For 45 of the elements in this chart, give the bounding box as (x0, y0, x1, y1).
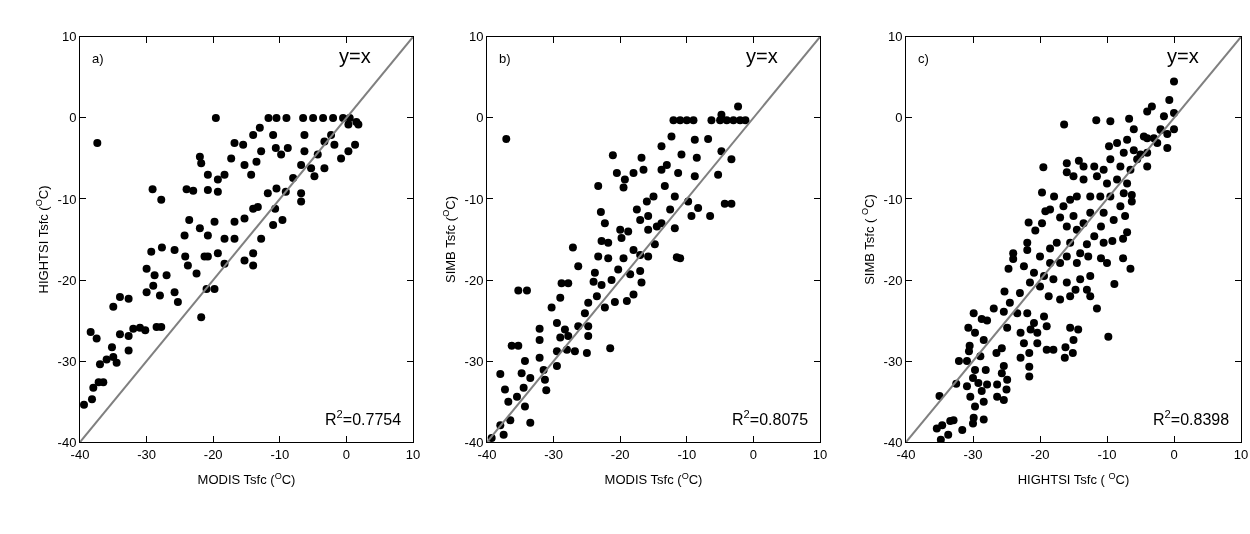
y-tick-label: -20 (464, 272, 484, 288)
x-axis-title: MODIS Tsfc ($^{O}$C) (197, 470, 296, 488)
annotation: b) (499, 51, 511, 66)
y-tick-label: -10 (883, 191, 903, 207)
x-tick-label: 10 (405, 446, 421, 462)
x-tick-label: 0 (1170, 446, 1178, 462)
x-tick-label: 10 (1233, 446, 1249, 462)
y-tick-label: -20 (57, 272, 77, 288)
annotation: c) (918, 51, 929, 66)
x-tick-label: -20 (610, 446, 630, 462)
annotation: y=x (1167, 45, 1199, 67)
x-tick-label: 0 (342, 446, 351, 462)
y-tick-label: 10 (468, 29, 484, 45)
annotation: y=x (339, 45, 371, 67)
x-tick-label: -30 (137, 446, 156, 462)
y-tick-label: 0 (476, 110, 484, 126)
annotation: R$^{2}$=0.8075 (732, 408, 809, 428)
x-axis-title: MODIS Tsfc ($^{O}$C) (604, 470, 703, 488)
y-tick-label: -20 (883, 272, 903, 288)
y-tick-label: -30 (464, 353, 484, 369)
x-tick-label: 10 (812, 446, 828, 462)
annotation: R$^{2}$=0.8398 (1153, 408, 1230, 428)
x-tick-label: -10 (1097, 446, 1117, 462)
y-tick-label: -40 (464, 434, 484, 450)
y-tick-label: 10 (887, 29, 903, 45)
y-tick-label: 10 (61, 29, 77, 45)
y-tick-label: 0 (69, 110, 77, 126)
x-tick-label: -30 (544, 446, 563, 462)
x-tick-label: 0 (749, 446, 758, 462)
x-tick-label: -30 (963, 446, 983, 462)
x-axis-title: HIGHTSI Tsfc ( $^{O}$C) (1017, 470, 1130, 488)
y-tick-label: 0 (895, 110, 903, 126)
y-tick-label: -10 (464, 191, 484, 207)
x-tick-label: -10 (270, 446, 290, 462)
annotation: a) (92, 51, 104, 66)
annotation: y=x (746, 45, 778, 67)
y-tick-label: -30 (57, 353, 77, 369)
y-tick-label: -10 (57, 191, 77, 207)
y-tick-label: -30 (883, 353, 903, 369)
y-tick-label: -40 (883, 434, 903, 450)
x-tick-label: -20 (203, 446, 223, 462)
x-tick-label: -20 (1030, 446, 1050, 462)
annotation: R$^{2}$=0.7754 (325, 408, 402, 428)
x-tick-label: -10 (677, 446, 697, 462)
y-tick-label: -40 (57, 434, 77, 450)
